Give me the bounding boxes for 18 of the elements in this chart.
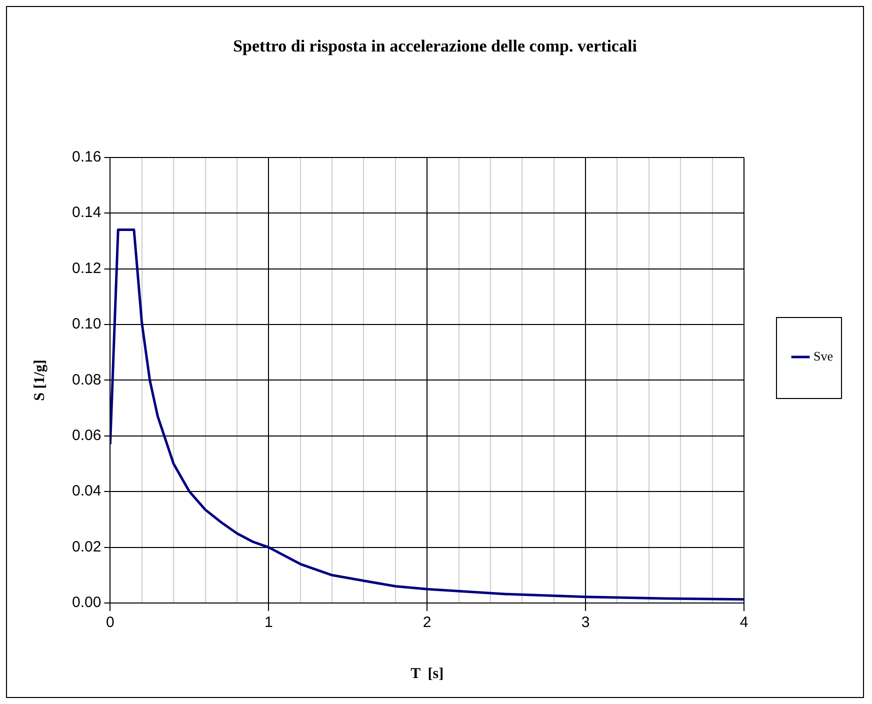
x-tick-label: 0 xyxy=(106,614,114,632)
y-tick-label: 0.14 xyxy=(72,204,102,222)
y-tick-label: 0.16 xyxy=(72,148,102,166)
x-tick-label: 1 xyxy=(264,614,273,632)
y-tick-label: 0.06 xyxy=(72,427,102,444)
legend-label: Sve xyxy=(814,348,834,364)
y-tick-label: 0.02 xyxy=(72,538,102,556)
x-tick-label: 2 xyxy=(422,614,432,632)
y-tick-label: 0.12 xyxy=(72,260,102,277)
x-tick-label: 3 xyxy=(581,614,590,632)
y-tick-label: 0.00 xyxy=(72,594,102,612)
y-tick-label: 0.08 xyxy=(72,371,102,388)
y-axis-title: S [1/g] xyxy=(32,360,48,401)
y-tick-label: 0.04 xyxy=(72,482,102,500)
x-axis-title: T [s] xyxy=(410,666,444,682)
x-tick-label: 4 xyxy=(740,614,748,632)
chart-title: Spettro di risposta in accelerazione delle comp. verticali xyxy=(233,36,638,56)
y-tick-label: 0.10 xyxy=(72,316,102,333)
